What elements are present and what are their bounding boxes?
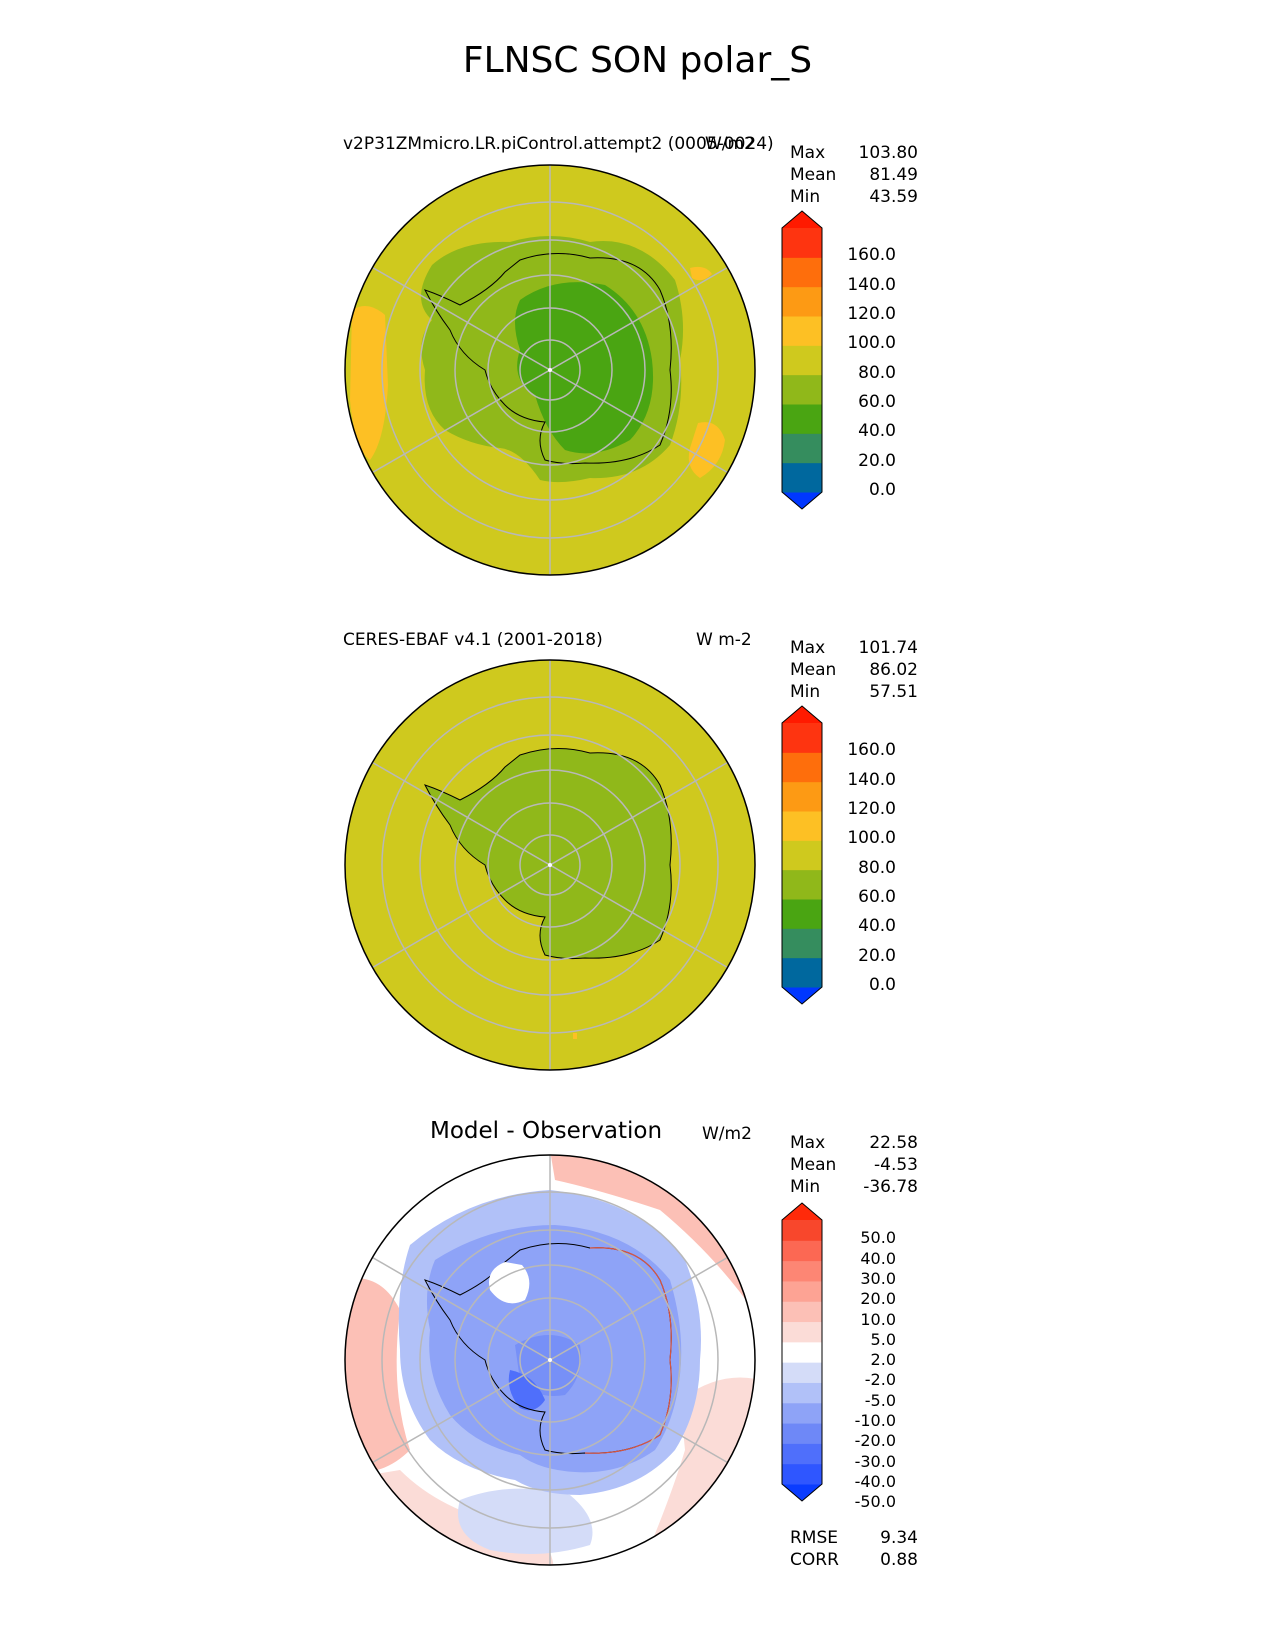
colorbar-tick-label: 40.0 — [860, 1248, 896, 1268]
colorbar-tick-label: 140.0 — [847, 274, 896, 295]
stat-min: Min 43.59 — [790, 187, 918, 207]
colorbar-bin — [782, 1443, 822, 1465]
colorbar-tick-label: 40.0 — [858, 916, 896, 937]
colorbar-tick-label: 60.0 — [858, 392, 896, 412]
colorbar-tick-label: 50.0 — [860, 1228, 896, 1248]
colorbar-bin — [782, 433, 822, 464]
colorbar-bin — [782, 752, 822, 783]
colorbar-extension-low — [782, 1484, 822, 1501]
colorbar-tick-label: 80.0 — [858, 857, 896, 878]
colorbar-bin — [782, 723, 822, 753]
colorbar-tick-label: 10.0 — [860, 1309, 896, 1329]
colorbar-bin — [782, 1382, 822, 1404]
colorbar-bin — [782, 1301, 822, 1323]
polar-map — [344, 1154, 756, 1566]
colorbar-tick-label: 0.0 — [868, 975, 896, 995]
colorbar-tick-label: 100.0 — [847, 333, 896, 354]
colorbar-tick-label: 40.0 — [858, 421, 896, 442]
stat-mean: Mean -4.53 — [790, 1155, 918, 1175]
colorbar-bin — [782, 811, 822, 841]
stat-min: Min 57.51 — [790, 682, 918, 702]
error-stats-box: RMSE 9.34 CORR 0.88 — [790, 1527, 918, 1571]
stat-mean: Mean 81.49 — [790, 165, 918, 185]
colorbar-tick-label: -40.0 — [854, 1472, 896, 1491]
stat-corr: CORR 0.88 — [790, 1550, 918, 1570]
colorbar — [781, 1202, 823, 1502]
colorbar — [781, 210, 823, 510]
panel-title: v2P31ZMmicro.LR.piControl.attempt2 (0005… — [343, 134, 774, 154]
stats-box: Max 103.80 Mean 81.49 Min 43.59 — [790, 142, 918, 208]
colorbar-bin — [782, 1341, 822, 1363]
colorbar-tick-label: 140.0 — [847, 769, 896, 790]
colorbar-tick-label: 20.0 — [860, 1289, 896, 1309]
colorbar-bin — [782, 1260, 822, 1282]
panel-units: W/m2 — [702, 1124, 752, 1144]
polar-map — [344, 164, 756, 576]
panel-units: W m-2 — [696, 630, 752, 650]
colorbar-bin — [782, 869, 822, 900]
colorbar-bin — [782, 316, 822, 346]
colorbar-bin — [782, 1463, 822, 1485]
colorbar-bin — [782, 286, 822, 317]
colorbar-bin — [782, 374, 822, 405]
colorbar-tick-label: 20.0 — [858, 450, 896, 471]
stats-box: Max 22.58 Mean -4.53 Min -36.78 — [790, 1132, 918, 1198]
figure-title: FLNSC SON polar_S — [462, 40, 813, 81]
colorbar-tick-label: 0.0 — [868, 480, 896, 500]
colorbar-extension-high — [782, 211, 822, 228]
colorbar-tick-label: -5.0 — [864, 1390, 896, 1410]
colorbar-tick-label: -20.0 — [854, 1431, 896, 1451]
colorbar-tick-label: 100.0 — [847, 828, 896, 849]
colorbar-extension-high — [782, 706, 822, 723]
stats-box: Max 101.74 Mean 86.02 Min 57.51 — [790, 637, 918, 703]
colorbar-bin — [782, 957, 822, 988]
colorbar-tick-label: -30.0 — [854, 1451, 896, 1471]
stat-max: Max 22.58 — [790, 1133, 918, 1153]
colorbar-tick-label: 120.0 — [847, 304, 896, 324]
colorbar-bin — [782, 840, 822, 871]
stat-max: Max 103.80 — [790, 143, 918, 163]
stat-max: Max 101.74 — [790, 638, 918, 658]
colorbar-bin — [782, 257, 822, 288]
colorbar-tick-label: 30.0 — [860, 1268, 896, 1288]
colorbar-bin — [782, 345, 822, 376]
colorbar-bin — [782, 928, 822, 959]
colorbar-tick-label: 2.0 — [870, 1350, 896, 1370]
colorbar-tick-label: 120.0 — [847, 799, 896, 819]
stat-rmse: RMSE 9.34 — [790, 1528, 918, 1548]
stat-min: Min -36.78 — [790, 1177, 918, 1197]
colorbar-tick-label: 20.0 — [858, 945, 896, 966]
colorbar-tick-label: 5.0 — [870, 1329, 896, 1349]
colorbar-bin — [782, 1321, 822, 1343]
colorbar-bin — [782, 404, 822, 434]
colorbar — [781, 705, 823, 1005]
colorbar-extension-high — [782, 1203, 822, 1220]
colorbar-tick-label: 80.0 — [858, 362, 896, 383]
colorbar-bin — [782, 1240, 822, 1262]
panel-title: CERES-EBAF v4.1 (2001-2018) — [343, 630, 603, 650]
colorbar-bin — [782, 1280, 822, 1302]
colorbar-bin — [782, 1362, 822, 1383]
colorbar-bin — [782, 1220, 822, 1241]
colorbar-tick-label: 160.0 — [847, 740, 896, 761]
panel-units: W/m2 — [705, 134, 755, 154]
colorbar-bin — [782, 462, 822, 493]
colorbar-tick-label: -2.0 — [864, 1370, 896, 1390]
colorbar-bin — [782, 228, 822, 258]
colorbar-tick-label: 160.0 — [847, 245, 896, 266]
colorbar-bin — [782, 1423, 822, 1444]
colorbar-tick-label: -10.0 — [854, 1411, 896, 1431]
colorbar-bin — [782, 781, 822, 812]
panel-title: Model - Observation — [430, 1118, 663, 1144]
colorbar-bin — [782, 1402, 822, 1424]
colorbar-extension-low — [782, 492, 822, 509]
colorbar-extension-low — [782, 987, 822, 1004]
colorbar-bin — [782, 899, 822, 929]
polar-map — [344, 659, 756, 1071]
colorbar-tick-label: -50.0 — [854, 1492, 896, 1512]
stat-mean: Mean 86.02 — [790, 660, 918, 680]
colorbar-tick-label: 60.0 — [858, 887, 896, 907]
